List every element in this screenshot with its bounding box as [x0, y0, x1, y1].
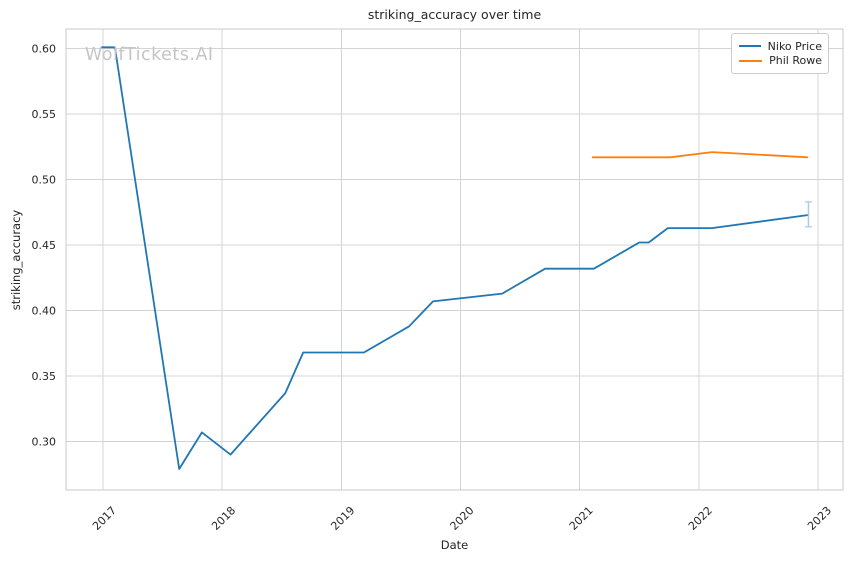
y-tick-label: 0.30 — [32, 436, 57, 449]
y-tick-label: 0.40 — [32, 305, 57, 318]
x-tick-label: 2021 — [567, 504, 596, 533]
y-tick-label: 0.35 — [32, 370, 57, 383]
legend-line-sample-niko-price — [739, 45, 761, 48]
legend-label-phil-rowe: Phil Rowe — [769, 54, 822, 68]
legend: Niko Price Phil Rowe — [731, 33, 829, 74]
plot-border — [65, 28, 844, 491]
x-tick-label: 2018 — [209, 504, 238, 533]
y-tick-label: 0.50 — [32, 174, 57, 187]
y-tick-label: 0.45 — [32, 239, 57, 252]
legend-line-sample-phil-rowe — [739, 59, 763, 62]
watermark: WolfTickets.AI — [85, 45, 214, 65]
series-line-phil-rowe — [591, 151, 809, 159]
x-tick-label: 2020 — [448, 504, 477, 533]
x-tick-label: 2019 — [328, 504, 357, 533]
y-tick-label: 0.55 — [32, 108, 57, 121]
x-tick-label: 2022 — [686, 504, 715, 533]
y-axis-label: striking_accuracy — [9, 209, 23, 311]
legend-label-niko-price: Niko Price — [767, 39, 822, 53]
x-tick-label: 2017 — [90, 504, 119, 533]
legend-item-phil-rowe: Phil Rowe — [739, 54, 822, 69]
x-axis-label: Date — [440, 538, 469, 552]
y-tick-label: 0.60 — [32, 43, 57, 56]
chart-title: striking_accuracy over time — [367, 7, 542, 22]
x-tick-label: 2023 — [805, 504, 834, 533]
legend-item-niko-price: Niko Price — [739, 39, 822, 54]
series-line-niko-price — [100, 46, 810, 470]
